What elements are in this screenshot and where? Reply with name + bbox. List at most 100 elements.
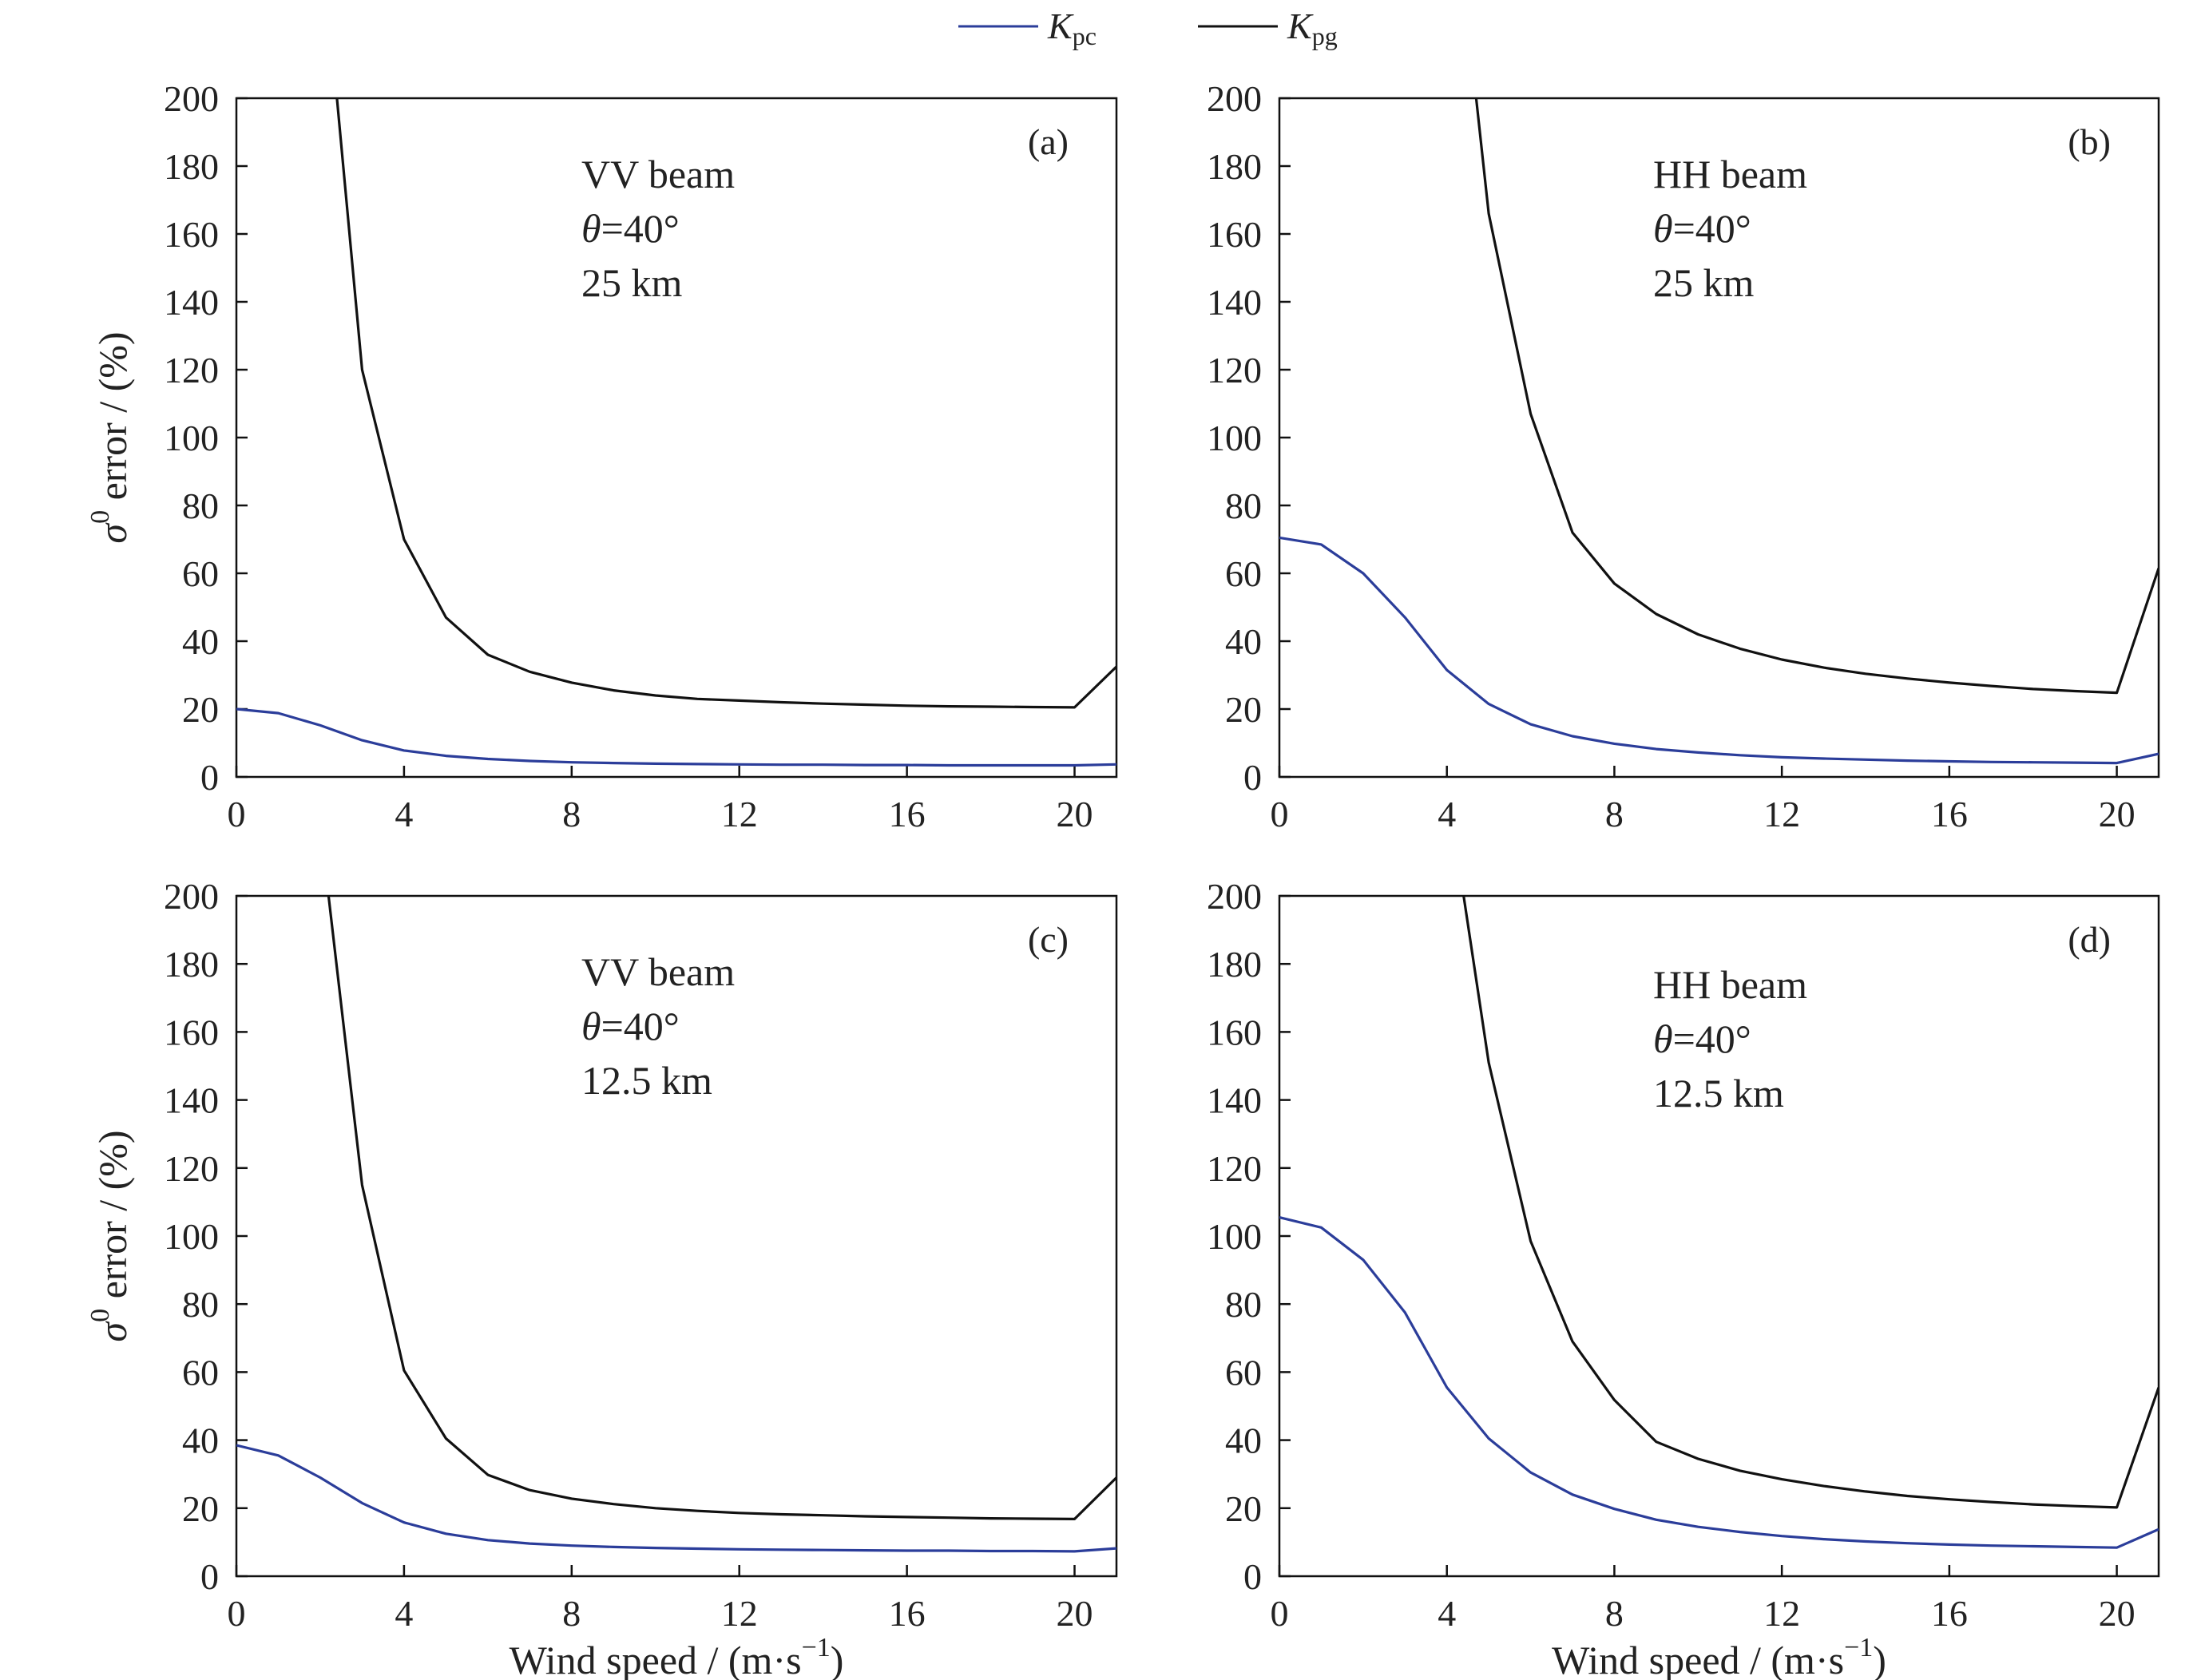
y-tick-label: 200 <box>1207 876 1262 917</box>
y-axis-label-text: error / (%) <box>90 331 135 510</box>
annotation-line: 12.5 km <box>1653 1071 1784 1115</box>
series-line-kpg <box>1474 98 2159 695</box>
y-axis-label-superscript: 0 <box>85 1309 115 1322</box>
y-tick-label: 0 <box>200 1556 219 1597</box>
annotation-line: 25 km <box>581 260 683 305</box>
plot-frame <box>235 894 1118 1578</box>
y-tick-label: 40 <box>182 621 219 662</box>
panel-label: (b) <box>2068 121 2111 162</box>
y-tick-label: 140 <box>1207 1080 1262 1121</box>
y-tick-label: 20 <box>1225 689 1262 730</box>
x-tick-label: 12 <box>721 1593 758 1634</box>
theta-symbol: θ <box>1653 206 1673 251</box>
y-tick-label: 80 <box>1225 485 1262 526</box>
y-tick-label: 80 <box>1225 1284 1262 1325</box>
y-tick-label: 120 <box>164 1148 219 1189</box>
annotation-line: HH beam <box>1653 152 1807 196</box>
y-tick-label: 200 <box>1207 78 1262 119</box>
legend-label-main: K <box>1047 6 1074 46</box>
y-tick-label: 100 <box>164 1216 219 1257</box>
x-tick-label: 12 <box>721 794 758 834</box>
y-tick-label: 180 <box>164 146 219 187</box>
series-line-kpc <box>236 707 1116 767</box>
x-axis-label-close: ) <box>1873 1638 1886 1680</box>
y-tick-label: 180 <box>1207 146 1262 187</box>
x-tick-label: 16 <box>889 794 926 834</box>
y-tick-label: 200 <box>164 876 219 917</box>
annotation-line: θ=40° <box>581 206 680 251</box>
theta-value: =40° <box>1673 206 1751 251</box>
legend: Kpc Kpg <box>958 6 1338 50</box>
x-tick-label: 20 <box>2099 1593 2136 1634</box>
x-tick-label: 0 <box>1271 1593 1289 1634</box>
series-line-kpg <box>335 98 1116 709</box>
panel-d: 0 20 40 60 80 100 120 140 160 180 200 0 4 8 12 16 20 (d) H… <box>1207 876 2160 1680</box>
annotation-line: VV beam <box>581 152 735 196</box>
x-tick-label: 16 <box>1931 794 1968 834</box>
panel-label: (a) <box>1028 121 1069 162</box>
x-tick-label: 16 <box>1931 1593 1968 1634</box>
x-tick-label: 20 <box>1057 794 1093 834</box>
series-line-kpc <box>1279 536 2159 765</box>
y-tick-label: 20 <box>1225 1488 1262 1529</box>
x-axis-label-superscript: −1 <box>802 1633 831 1662</box>
series-line-kpc <box>236 1444 1116 1553</box>
y-tick-label: 100 <box>1207 418 1262 458</box>
y-tick-label: 120 <box>164 350 219 390</box>
annotation-line: 12.5 km <box>581 1058 712 1103</box>
y-tick-label: 140 <box>164 282 219 323</box>
y-tick-label: 120 <box>1207 350 1262 390</box>
annotation-line: θ=40° <box>1653 1016 1751 1061</box>
panel-a: 0 20 40 60 80 100 120 140 160 180 200 0 4 8 12 16 20 (a) V… <box>85 78 1118 834</box>
y-tick-label: 0 <box>1243 1556 1262 1597</box>
x-tick-label: 4 <box>395 794 413 834</box>
panel-label: (d) <box>2068 919 2111 960</box>
x-axis-label: Wind speed / (m·s−1) <box>510 1633 844 1680</box>
x-tick-label: 0 <box>228 794 246 834</box>
x-tick-label: 16 <box>889 1593 926 1634</box>
y-tick-label: 80 <box>182 485 219 526</box>
annotation-line: VV beam <box>581 949 735 994</box>
x-tick-label: 0 <box>1271 794 1289 834</box>
x-axis-label-close: ) <box>831 1638 844 1680</box>
series-line-kpg <box>327 896 1116 1521</box>
x-tick-label: 0 <box>228 1593 246 1634</box>
y-tick-label: 40 <box>1225 1420 1262 1461</box>
y-tick-label: 160 <box>1207 1012 1262 1052</box>
panel-c: 0 20 40 60 80 100 120 140 160 180 200 0 4 8 12 16 20 (c) V… <box>85 876 1118 1680</box>
x-axis-label-text: Wind speed / (m·s <box>1552 1638 1844 1680</box>
x-tick-label: 12 <box>1763 1593 1800 1634</box>
theta-symbol: θ <box>1653 1016 1673 1061</box>
y-tick-label: 160 <box>164 214 219 255</box>
y-tick-label: 60 <box>1225 553 1262 594</box>
theta-value: =40° <box>601 206 680 251</box>
y-axis-label-symbol: σ <box>90 522 135 544</box>
y-tick-label: 60 <box>182 1352 219 1393</box>
y-tick-label: 60 <box>1225 1352 1262 1393</box>
y-tick-label: 60 <box>182 553 219 594</box>
y-tick-label: 100 <box>164 418 219 458</box>
legend-label-sub: pc <box>1073 22 1097 50</box>
y-tick-label: 100 <box>1207 1216 1262 1257</box>
y-tick-label: 120 <box>1207 1148 1262 1189</box>
y-tick-label: 40 <box>1225 621 1262 662</box>
y-tick-label: 180 <box>164 944 219 985</box>
y-tick-label: 140 <box>164 1080 219 1121</box>
y-tick-label: 140 <box>1207 282 1262 323</box>
annotation-line: θ=40° <box>1653 206 1751 251</box>
x-tick-label: 20 <box>1057 1593 1093 1634</box>
x-tick-label: 8 <box>562 1593 581 1634</box>
y-tick-label: 80 <box>182 1284 219 1325</box>
y-tick-label: 200 <box>164 78 219 119</box>
x-tick-label: 12 <box>1763 794 1800 834</box>
annotation-line: HH beam <box>1653 962 1807 1007</box>
theta-symbol: θ <box>581 1004 601 1048</box>
y-axis-label-text: error / (%) <box>90 1130 135 1309</box>
series-line-kpc <box>1279 1216 2159 1549</box>
y-tick-label: 160 <box>1207 214 1262 255</box>
theta-value: =40° <box>601 1004 680 1048</box>
annotation-line: θ=40° <box>581 1004 680 1048</box>
y-tick-label: 20 <box>182 689 219 730</box>
y-tick-label: 0 <box>200 757 219 798</box>
x-tick-label: 8 <box>1605 794 1624 834</box>
